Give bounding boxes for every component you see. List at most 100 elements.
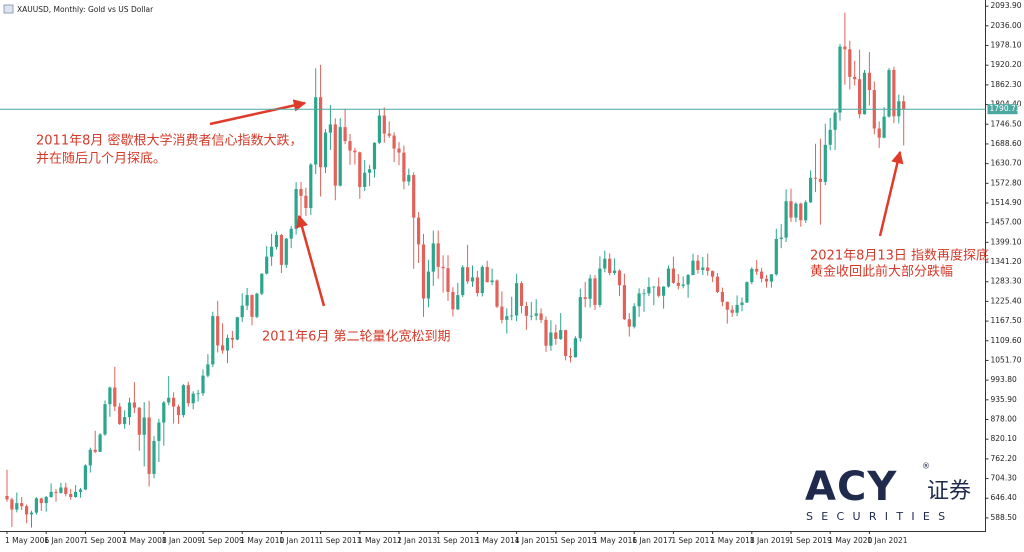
price-label: 1790.73 bbox=[990, 104, 1021, 113]
candle-body bbox=[853, 76, 857, 80]
candle-body bbox=[676, 282, 680, 286]
candle-body bbox=[887, 70, 891, 117]
candle-body bbox=[568, 355, 573, 358]
candle-body bbox=[833, 112, 837, 130]
candle-body bbox=[490, 280, 494, 283]
candle-body bbox=[711, 270, 715, 277]
candle-body bbox=[858, 79, 862, 115]
candle-body bbox=[314, 97, 318, 165]
candle-body bbox=[69, 493, 73, 498]
candle-body bbox=[559, 330, 563, 339]
candle-body bbox=[39, 498, 43, 504]
candle-body bbox=[353, 150, 357, 153]
candle-body bbox=[270, 246, 274, 257]
candle-body bbox=[34, 498, 38, 513]
y-tick-label: 1978.10 bbox=[991, 41, 1022, 50]
candle-body bbox=[725, 301, 729, 310]
candle-body bbox=[446, 268, 450, 293]
candle-body bbox=[764, 278, 769, 282]
candle-body bbox=[240, 305, 244, 318]
y-tick-label: 1572.80 bbox=[991, 178, 1022, 187]
candle-body bbox=[279, 234, 283, 265]
annotation: 并在随后几个月探底。 bbox=[36, 151, 166, 167]
candle-body bbox=[637, 293, 641, 307]
symbol-icon bbox=[3, 4, 14, 14]
candle-body bbox=[554, 332, 558, 339]
candle-body bbox=[44, 497, 48, 504]
candle-body bbox=[779, 237, 783, 239]
x-tick-label: 1 May 2012 bbox=[358, 536, 402, 545]
x-tick-label: 1 Sep 2009 bbox=[201, 536, 244, 545]
candle-body bbox=[377, 115, 381, 143]
candle-body bbox=[338, 127, 342, 186]
candle-body bbox=[475, 277, 479, 294]
candle-body bbox=[363, 172, 367, 187]
candle-body bbox=[662, 286, 666, 296]
candle-body bbox=[867, 72, 871, 91]
candle-body bbox=[613, 270, 617, 273]
y-tick-label: 2036.00 bbox=[991, 21, 1022, 30]
candle-body bbox=[216, 316, 220, 346]
candle-body bbox=[304, 195, 308, 209]
candle-body bbox=[118, 406, 122, 424]
candle-body bbox=[760, 271, 764, 279]
candle-body bbox=[436, 243, 440, 267]
x-tick-label: 1 Jan 2021 bbox=[867, 536, 907, 545]
candle-body bbox=[769, 274, 773, 282]
candle-body bbox=[284, 238, 288, 265]
candle-body bbox=[671, 268, 675, 283]
y-tick-label: 646.40 bbox=[991, 493, 1017, 502]
candle-body bbox=[10, 499, 14, 510]
x-tick-label: 1 Sep 2015 bbox=[554, 536, 597, 545]
candle-body bbox=[142, 417, 146, 435]
y-tick-label: 762.20 bbox=[991, 454, 1017, 463]
candle-body bbox=[578, 297, 582, 339]
candle-body bbox=[500, 306, 504, 320]
candle-body bbox=[549, 332, 553, 346]
x-tick-label: 1 May 2006 bbox=[5, 536, 49, 545]
candle-body bbox=[123, 417, 127, 424]
arrow bbox=[295, 214, 326, 307]
candle-body bbox=[534, 313, 538, 316]
y-tick-label: 1051.70 bbox=[991, 355, 1022, 364]
candle-body bbox=[417, 217, 421, 245]
candle-body bbox=[201, 375, 205, 394]
candle-body bbox=[59, 487, 63, 493]
candle-body bbox=[451, 292, 455, 310]
x-tick-label: 1 Sep 2019 bbox=[789, 536, 832, 545]
x-tick-label: 1 Jan 2013 bbox=[397, 536, 437, 545]
candle-body bbox=[588, 278, 592, 299]
x-tick-label: 1 May 2020 bbox=[828, 536, 872, 545]
candle-body bbox=[54, 491, 58, 493]
x-tick-label: 1 Jan 2009 bbox=[162, 536, 202, 545]
candle-body bbox=[103, 404, 107, 435]
candle-body bbox=[730, 309, 734, 313]
y-tick-label: 588.50 bbox=[991, 513, 1017, 522]
y-tick-label: 1804.40 bbox=[991, 100, 1022, 109]
candle-body bbox=[755, 268, 759, 272]
candle-body bbox=[83, 465, 87, 490]
candle-body bbox=[485, 266, 489, 283]
candle-body bbox=[407, 175, 411, 182]
y-tick-label: 1514.90 bbox=[991, 198, 1022, 207]
x-tick-label: 1 May 2008 bbox=[123, 536, 167, 545]
candle-body bbox=[564, 330, 568, 356]
candle-body bbox=[715, 276, 720, 293]
candle-body bbox=[137, 407, 141, 435]
candle-body bbox=[211, 316, 215, 365]
x-tick-label: 1 Sep 2007 bbox=[83, 536, 126, 545]
candle-body bbox=[470, 277, 475, 282]
price-label-box bbox=[987, 104, 1018, 115]
candle-body bbox=[181, 385, 185, 416]
candle-body bbox=[642, 293, 646, 295]
candle-body bbox=[88, 449, 92, 466]
candle-body bbox=[250, 295, 254, 317]
logo-sub: SECURITIES bbox=[806, 510, 953, 523]
candle-body bbox=[5, 495, 9, 500]
candle-body bbox=[191, 393, 195, 404]
candle-body bbox=[260, 273, 264, 294]
candle-body bbox=[108, 387, 112, 405]
candle-body bbox=[524, 305, 528, 316]
candle-body bbox=[583, 297, 587, 299]
x-tick-label: 1 May 2010 bbox=[240, 536, 284, 545]
